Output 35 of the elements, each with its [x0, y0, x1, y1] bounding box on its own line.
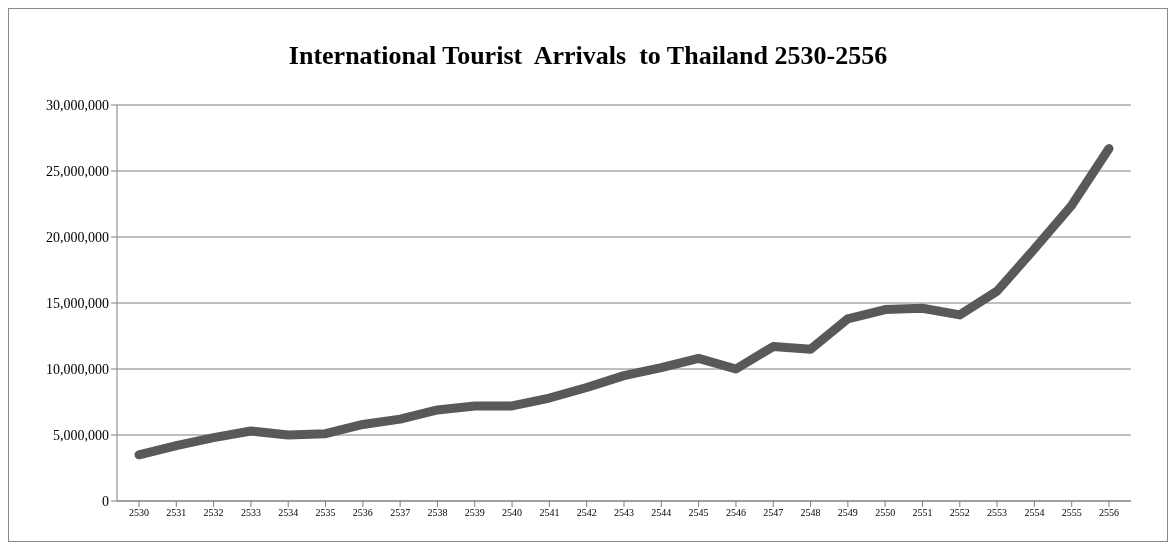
y-tick-label: 25,000,000	[46, 163, 109, 179]
x-tick-label: 2535	[315, 507, 336, 519]
x-tick-label: 2530	[129, 507, 149, 519]
x-tick-label: 2551	[912, 507, 933, 519]
y-tick-label: 0	[102, 493, 109, 509]
y-tick-label: 5,000,000	[53, 427, 109, 443]
x-tick-label: 2545	[688, 507, 709, 519]
x-tick-label: 2531	[166, 507, 187, 519]
x-tick-label: 2544	[651, 507, 672, 519]
x-tick-label: 2546	[725, 507, 746, 519]
x-tick-label: 2549	[837, 507, 858, 519]
x-tick-label: 2536	[352, 507, 373, 519]
x-tick-label: 2547	[763, 507, 784, 519]
x-tick-label: 2552	[949, 507, 970, 519]
x-tick-label: 2538	[427, 507, 448, 519]
x-tick-label: 2534	[278, 507, 299, 519]
y-tick-label: 20,000,000	[46, 229, 109, 245]
x-tick-label: 2543	[614, 507, 634, 519]
x-tick-label: 2533	[240, 507, 261, 519]
y-tick-label: 30,000,000	[46, 97, 109, 113]
x-tick-label: 2553	[987, 507, 1008, 519]
x-tick-label: 2539	[464, 507, 485, 519]
x-tick-label: 2532	[203, 507, 224, 519]
y-tick-label: 10,000,000	[46, 361, 109, 377]
x-tick-label: 2554	[1024, 507, 1045, 519]
x-tick-label: 2541	[539, 507, 560, 519]
x-tick-label: 2537	[390, 507, 411, 519]
y-tick-label: 15,000,000	[46, 295, 109, 311]
x-tick-label: 2548	[800, 507, 821, 519]
x-tick-label: 2540	[502, 507, 523, 519]
x-tick-label: 2542	[576, 507, 597, 519]
x-tick-label: 2556	[1099, 507, 1119, 519]
x-tick-label: 2555	[1061, 507, 1082, 519]
x-tick-label: 2550	[875, 507, 896, 519]
chart-title: International Tourist Arrivals to Thailand 2530-2556	[287, 41, 889, 72]
